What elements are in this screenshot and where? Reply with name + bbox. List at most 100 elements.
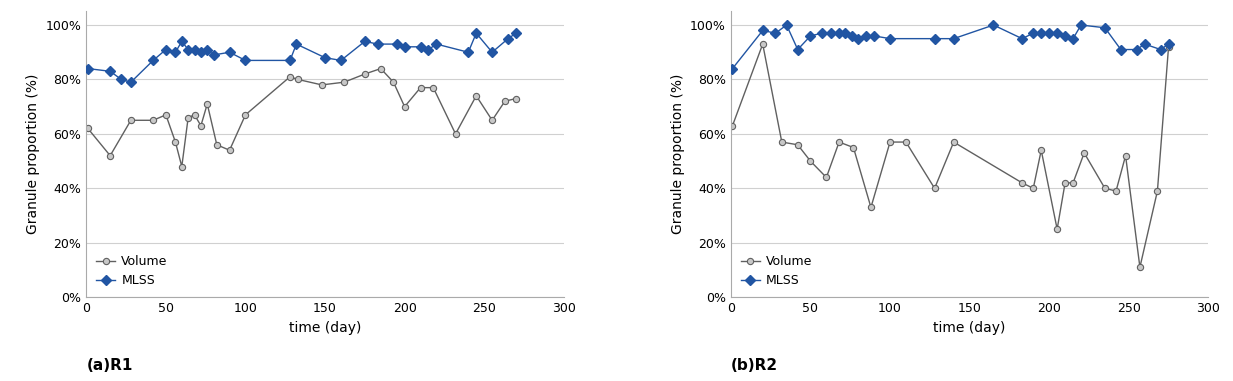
X-axis label: time (day): time (day) — [933, 320, 1006, 335]
MLSS — [1137, 42, 1152, 46]
Volume — [1161, 45, 1176, 49]
MLSS — [222, 50, 237, 54]
Volume — [863, 205, 878, 210]
MLSS — [1097, 26, 1112, 30]
Volume — [927, 186, 942, 190]
Line: MLSS: MLSS — [729, 22, 1173, 72]
MLSS — [1042, 31, 1057, 35]
MLSS — [282, 58, 297, 63]
MLSS — [390, 42, 404, 46]
MLSS — [123, 80, 138, 85]
MLSS — [102, 69, 117, 74]
Volume — [899, 140, 914, 144]
MLSS — [422, 47, 436, 52]
Volume — [80, 126, 95, 131]
MLSS — [485, 50, 499, 54]
MLSS — [803, 34, 817, 38]
MLSS — [397, 45, 412, 49]
Volume — [238, 112, 253, 117]
Y-axis label: Granule proportion (%): Granule proportion (%) — [26, 74, 39, 234]
MLSS — [289, 42, 303, 46]
MLSS — [946, 36, 961, 41]
MLSS — [838, 31, 853, 35]
Volume — [337, 80, 351, 85]
MLSS — [1113, 47, 1128, 52]
Volume — [187, 112, 202, 117]
Volume — [181, 115, 196, 120]
Volume — [1150, 189, 1165, 193]
Volume — [1015, 181, 1030, 185]
Volume — [159, 112, 174, 117]
Volume — [1076, 150, 1091, 155]
MLSS — [145, 58, 160, 63]
MLSS — [206, 53, 221, 57]
MLSS — [370, 42, 385, 46]
Volume — [1026, 186, 1041, 190]
Volume — [1065, 181, 1080, 185]
Volume — [846, 145, 861, 150]
Volume — [883, 140, 898, 144]
Volume — [314, 83, 329, 87]
MLSS — [461, 50, 476, 54]
X-axis label: time (day): time (day) — [289, 320, 361, 335]
MLSS — [1049, 31, 1064, 35]
Volume — [386, 80, 401, 85]
Volume — [174, 164, 189, 169]
MLSS — [187, 47, 202, 52]
Y-axis label: Granule proportion (%): Granule proportion (%) — [671, 74, 684, 234]
Volume — [145, 118, 160, 123]
MLSS — [725, 66, 740, 71]
Line: Volume: Volume — [730, 41, 1171, 271]
MLSS — [1058, 34, 1073, 38]
Volume — [102, 154, 117, 158]
Legend: Volume, MLSS: Volume, MLSS — [92, 251, 171, 291]
Volume — [790, 142, 805, 147]
MLSS — [413, 45, 428, 49]
MLSS — [469, 31, 483, 35]
Legend: Volume, MLSS: Volume, MLSS — [737, 251, 816, 291]
MLSS — [824, 31, 838, 35]
Text: (a)R1: (a)R1 — [86, 359, 133, 373]
MLSS — [501, 36, 515, 41]
MLSS — [1033, 31, 1048, 35]
Line: MLSS: MLSS — [84, 30, 519, 86]
MLSS — [1161, 42, 1176, 46]
MLSS — [174, 39, 189, 44]
Volume — [1118, 154, 1133, 158]
Volume — [168, 140, 182, 144]
MLSS — [814, 31, 829, 35]
Volume — [1108, 189, 1123, 193]
MLSS — [238, 58, 253, 63]
MLSS — [1065, 36, 1080, 41]
MLSS — [858, 34, 873, 38]
MLSS — [851, 36, 866, 41]
Volume — [509, 96, 524, 101]
MLSS — [832, 31, 847, 35]
Volume — [222, 148, 237, 152]
MLSS — [927, 36, 942, 41]
Volume — [469, 93, 483, 98]
MLSS — [318, 55, 333, 60]
MLSS — [986, 23, 1001, 27]
MLSS — [181, 47, 196, 52]
Volume — [397, 104, 412, 109]
Volume — [1033, 148, 1048, 152]
Volume — [123, 118, 138, 123]
Volume — [725, 123, 740, 128]
Volume — [291, 77, 306, 82]
MLSS — [80, 66, 95, 71]
Volume — [819, 175, 834, 180]
Line: Volume: Volume — [85, 66, 519, 170]
Volume — [282, 74, 297, 79]
MLSS — [200, 47, 215, 52]
MLSS — [790, 47, 805, 52]
Text: (b)R2: (b)R2 — [731, 359, 778, 373]
Volume — [413, 85, 428, 90]
Volume — [194, 123, 208, 128]
Volume — [1132, 265, 1147, 269]
Volume — [374, 66, 388, 71]
MLSS — [168, 50, 182, 54]
Volume — [946, 140, 961, 144]
MLSS — [1074, 23, 1089, 27]
Volume — [774, 140, 789, 144]
